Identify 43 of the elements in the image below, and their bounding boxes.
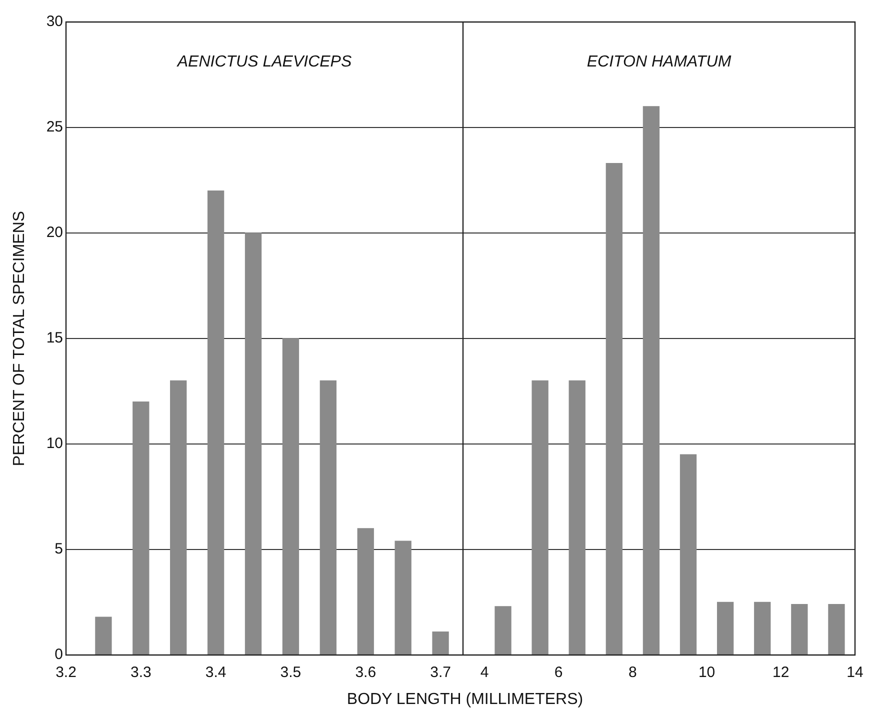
y-tick-label: 20 bbox=[46, 224, 63, 242]
y-tick-label: 25 bbox=[46, 118, 63, 136]
annotation: AENICTUS LAEVICEPS bbox=[176, 53, 352, 70]
bar bbox=[394, 540, 412, 655]
bar bbox=[606, 163, 622, 655]
annotation: ECITON HAMATUM bbox=[586, 53, 732, 70]
y-tick-label: 15 bbox=[46, 330, 63, 347]
x-tick-label: 4 bbox=[480, 664, 489, 682]
bar bbox=[320, 380, 336, 655]
y-tick-label: 5 bbox=[54, 540, 63, 558]
bar bbox=[357, 528, 374, 655]
y-axis-title: PERCENT OF TOTAL SPECIMENS bbox=[11, 210, 28, 466]
y-tick-label: 30 bbox=[46, 13, 63, 30]
bar bbox=[716, 602, 734, 655]
bar bbox=[282, 338, 300, 655]
x-tick-label: 3.7 bbox=[430, 664, 451, 682]
bar bbox=[432, 631, 449, 655]
bar bbox=[680, 454, 697, 655]
x-tick-label: 3.3 bbox=[130, 664, 152, 682]
bar bbox=[642, 106, 660, 655]
y-tick-label: 0 bbox=[54, 646, 63, 664]
bar bbox=[244, 232, 262, 655]
bar bbox=[532, 380, 548, 655]
y-tick-label: 10 bbox=[46, 435, 63, 452]
bar bbox=[754, 602, 771, 655]
x-axis-title: BODY LENGTH (MILLIMETERS) bbox=[346, 691, 584, 709]
x-tick-label: 14 bbox=[846, 664, 864, 682]
x-tick-label: 3.4 bbox=[205, 664, 226, 682]
bar bbox=[207, 190, 224, 655]
bar bbox=[494, 606, 512, 655]
bar bbox=[568, 380, 586, 655]
x-tick-label: 3.6 bbox=[355, 664, 376, 682]
bar bbox=[132, 401, 150, 655]
x-tick-label: 8 bbox=[628, 664, 637, 682]
bar bbox=[95, 616, 112, 655]
x-tick-label: 6 bbox=[554, 664, 563, 682]
x-tick-label: 3.2 bbox=[56, 664, 76, 682]
bar bbox=[170, 380, 187, 655]
x-tick-label: 12 bbox=[772, 664, 790, 682]
bar bbox=[828, 604, 845, 655]
x-tick-label: 3.5 bbox=[280, 664, 302, 682]
bar bbox=[791, 604, 808, 655]
x-tick-label: 10 bbox=[698, 664, 716, 682]
